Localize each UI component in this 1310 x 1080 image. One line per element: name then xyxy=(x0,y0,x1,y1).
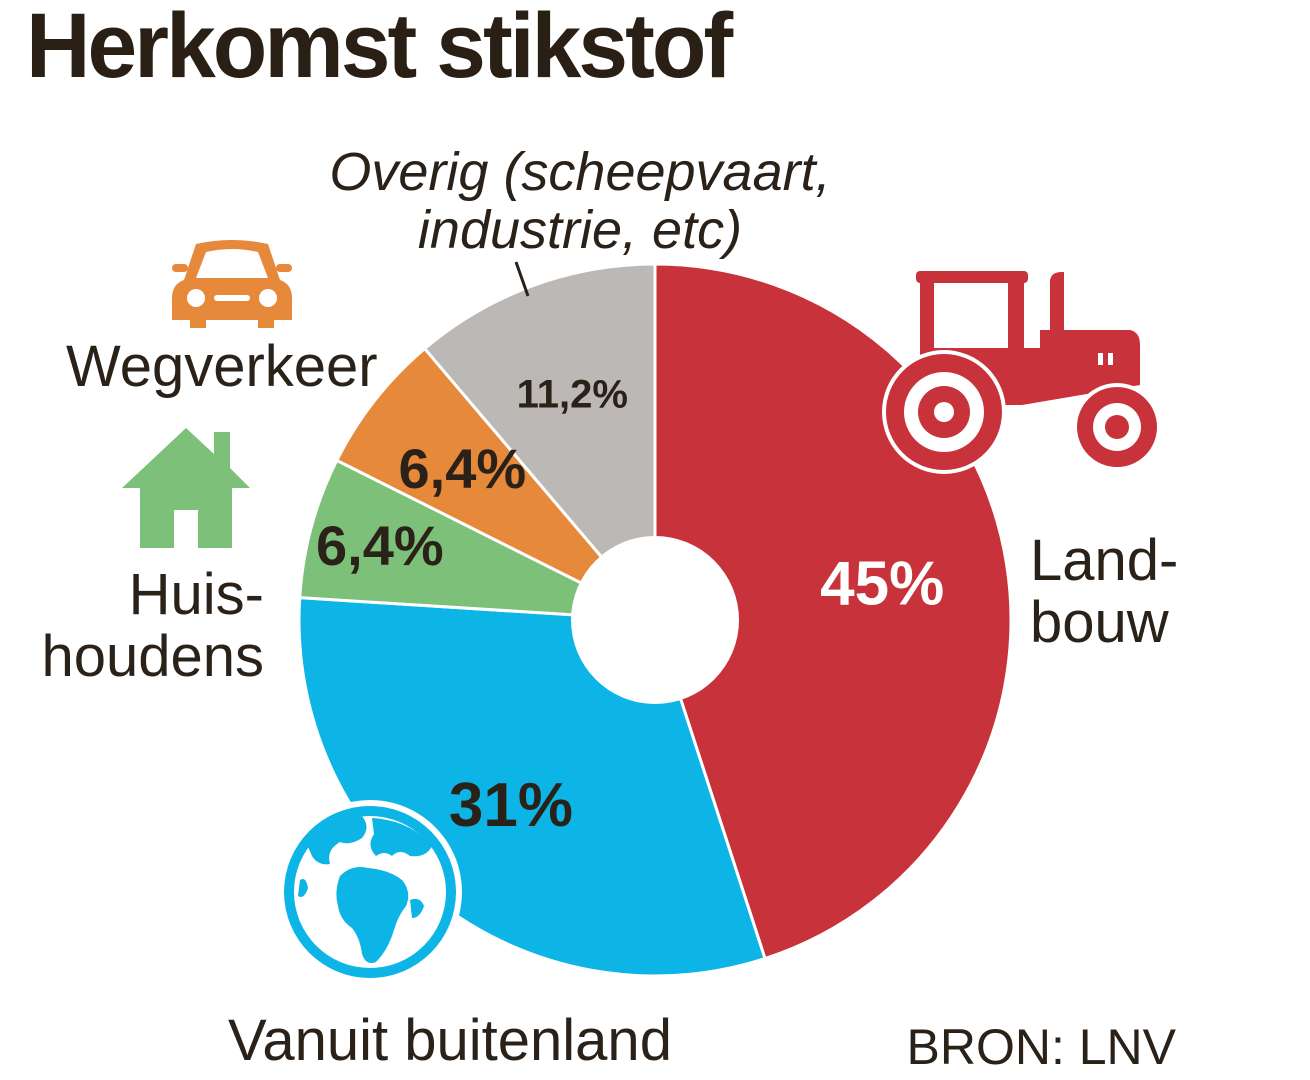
value-label-wegverkeer: 6,4% xyxy=(399,437,527,500)
overig-leader-line xyxy=(514,261,530,297)
slice-huishoudens xyxy=(298,458,656,622)
slice-overig xyxy=(422,262,657,625)
house-icon xyxy=(122,428,250,548)
value-label-huishoudens: 6,4% xyxy=(316,514,444,577)
slice-wegverkeer xyxy=(334,346,657,622)
value-label-vanuit-buitenland: 31% xyxy=(449,771,573,840)
label-overig: Overig (scheepvaart, industrie, etc) xyxy=(329,142,831,261)
source-note: BRON: LNV xyxy=(906,1019,1176,1075)
label-huishoudens: Huis- houdens xyxy=(41,562,264,690)
value-label-overig: 11,2% xyxy=(517,373,628,417)
chart-title: Herkomst stikstof xyxy=(26,0,733,97)
donut-hole xyxy=(571,536,739,704)
label-wegverkeer: Wegverkeer xyxy=(66,334,378,399)
value-label-landbouw: 45% xyxy=(820,550,944,619)
tractor-icon xyxy=(882,271,1161,474)
label-vanuit-buitenland: Vanuit buitenland xyxy=(228,1008,672,1073)
label-landbouw: Land- bouw xyxy=(1030,528,1179,656)
globe-icon xyxy=(278,800,462,984)
car-icon xyxy=(172,240,292,328)
